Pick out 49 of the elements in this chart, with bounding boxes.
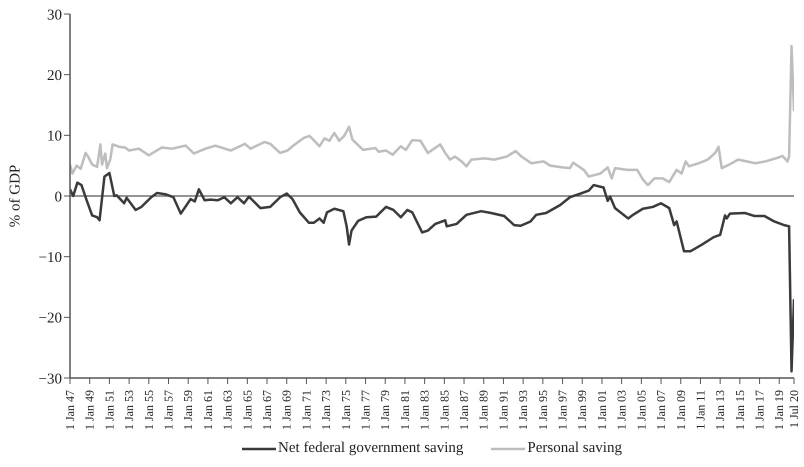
- x-tick-label: 1 Jan 95: [536, 390, 550, 430]
- x-tick-label: 1 Jan 91: [496, 390, 510, 430]
- x-tick-label: 1 Jan 05: [634, 390, 648, 430]
- x-tick-label: 1 Jan 19: [772, 390, 786, 430]
- x-tick-label: 1 Jan 93: [516, 390, 530, 430]
- x-tick-label: 1 Jan 47: [63, 390, 77, 430]
- x-tick-label: 1 Jan 89: [476, 390, 491, 430]
- x-tick-label: 1 Jan 07: [654, 390, 668, 430]
- y-tick-label: 30: [47, 7, 62, 24]
- x-tick-label: 1 Jan 85: [437, 390, 452, 430]
- x-tick-label: 1 Jan 57: [162, 390, 176, 430]
- x-tick-label: 1 Jan 99: [575, 390, 590, 430]
- x-tick-label: 1 Jan 69: [280, 390, 294, 430]
- x-tick-label: 1 Jan 55: [142, 390, 156, 430]
- x-tick-label: 1 Jan 03: [614, 390, 629, 430]
- x-tick-label: 1 Jan 09: [674, 390, 688, 430]
- legend-label: Personal saving: [527, 440, 622, 457]
- x-tick-label: 1 Jan 73: [319, 390, 334, 430]
- x-tick-label: 1 Jan 67: [260, 390, 274, 430]
- x-tick-label: 1 Jan 81: [398, 390, 412, 430]
- x-tick-label: 1 Jan 13: [713, 390, 728, 430]
- y-tick-label: 0: [54, 189, 62, 206]
- y-tick-label: −30: [38, 371, 62, 388]
- x-tick-label: 1 Jan 87: [457, 390, 472, 430]
- line-series: [70, 44, 794, 186]
- x-tick-label: 1 Jan 75: [338, 390, 353, 430]
- x-tick-label: 1 Jan 71: [299, 390, 314, 430]
- x-tick-label: 1 Jan 53: [122, 390, 136, 430]
- x-tick-label: 1 Jan 79: [378, 390, 392, 430]
- x-tick-label: 1 Jan 15: [732, 390, 747, 430]
- x-tick-label: 1 Jul 20: [787, 390, 801, 428]
- y-tick-label: −20: [38, 310, 62, 327]
- x-tick-label: 1 Jan 17: [752, 390, 767, 430]
- x-tick-label: 1 Jan 51: [102, 390, 116, 430]
- x-tick-label: 1 Jan 97: [556, 390, 570, 430]
- x-tick-label: 1 Jan 77: [358, 390, 373, 430]
- x-tick-label: 1 Jan 65: [240, 390, 254, 430]
- x-tick-label: 1 Jan 59: [181, 390, 196, 430]
- y-tick-label: 20: [47, 68, 62, 84]
- x-tick-label: 1 Jan 11: [693, 390, 708, 430]
- x-tick-label: 1 Jan 01: [594, 390, 609, 430]
- x-tick-label: 1 Jan 61: [200, 390, 215, 430]
- x-tick-label: 1 Jan 83: [418, 390, 432, 430]
- y-tick-label: 10: [47, 128, 62, 145]
- y-tick-label: −10: [38, 250, 62, 266]
- legend-label: Net federal government saving: [278, 440, 464, 457]
- y-axis-title: % of GDP: [7, 164, 24, 228]
- x-tick-label: 1 Jan 63: [220, 390, 235, 430]
- x-tick-label: 1 Jan 49: [82, 390, 97, 430]
